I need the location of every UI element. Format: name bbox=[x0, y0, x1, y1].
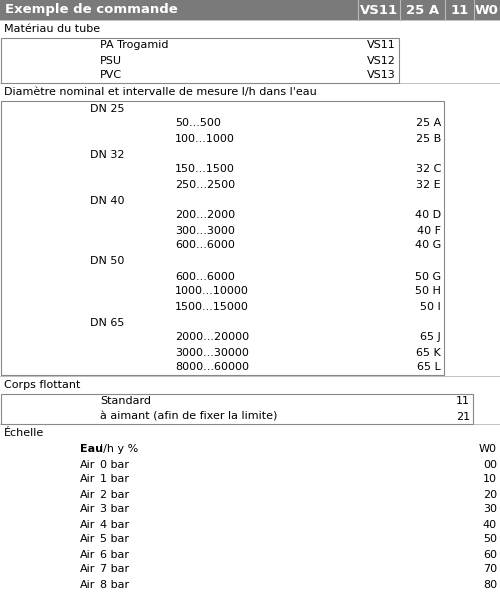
Text: 3000...30000: 3000...30000 bbox=[175, 348, 249, 358]
Text: DN 65: DN 65 bbox=[90, 317, 124, 328]
Text: 21: 21 bbox=[456, 412, 470, 421]
Text: 20: 20 bbox=[483, 489, 497, 500]
Text: 11: 11 bbox=[450, 4, 468, 16]
Text: 0 bar: 0 bar bbox=[100, 460, 129, 469]
Text: Air: Air bbox=[80, 505, 96, 514]
Text: Air: Air bbox=[80, 534, 96, 545]
Text: Air: Air bbox=[80, 474, 96, 485]
Text: Air: Air bbox=[80, 550, 96, 559]
Text: 32 E: 32 E bbox=[416, 179, 441, 190]
Text: DN 50: DN 50 bbox=[90, 257, 124, 266]
Text: 2000...20000: 2000...20000 bbox=[175, 333, 249, 342]
Text: 40 G: 40 G bbox=[415, 241, 441, 250]
Text: 1000...10000: 1000...10000 bbox=[175, 286, 249, 297]
Text: 8 bar: 8 bar bbox=[100, 579, 129, 590]
Text: 300...3000: 300...3000 bbox=[175, 226, 235, 235]
Text: 30: 30 bbox=[483, 505, 497, 514]
Text: 40 F: 40 F bbox=[417, 226, 441, 235]
Bar bbox=[1, 394, 473, 424]
Text: 5 bar: 5 bar bbox=[100, 534, 129, 545]
Text: à aimant (afin de fixer la limite): à aimant (afin de fixer la limite) bbox=[100, 412, 278, 421]
Text: 65 J: 65 J bbox=[420, 333, 441, 342]
Text: 25 B: 25 B bbox=[416, 134, 441, 143]
Text: W0: W0 bbox=[475, 4, 499, 16]
Text: PSU: PSU bbox=[100, 55, 122, 66]
Text: 80: 80 bbox=[483, 579, 497, 590]
Text: Standard: Standard bbox=[100, 396, 151, 407]
Text: l/h y %: l/h y % bbox=[100, 444, 138, 455]
Text: 50 I: 50 I bbox=[420, 302, 441, 311]
Text: 00: 00 bbox=[483, 460, 497, 469]
Text: DN 32: DN 32 bbox=[90, 150, 124, 159]
Bar bbox=[1, 38, 399, 83]
Text: Air: Air bbox=[80, 579, 96, 590]
Text: VS11: VS11 bbox=[367, 41, 396, 50]
Text: 50...500: 50...500 bbox=[175, 119, 221, 128]
Text: 1 bar: 1 bar bbox=[100, 474, 129, 485]
Text: 32 C: 32 C bbox=[416, 165, 441, 174]
Text: 250...2500: 250...2500 bbox=[175, 179, 235, 190]
Text: 65 L: 65 L bbox=[417, 362, 441, 373]
Text: 7 bar: 7 bar bbox=[100, 564, 129, 575]
Text: 60: 60 bbox=[483, 550, 497, 559]
Text: Exemple de commande: Exemple de commande bbox=[5, 4, 178, 16]
Text: 11: 11 bbox=[456, 396, 470, 407]
Text: W0: W0 bbox=[479, 444, 497, 455]
Text: 40 D: 40 D bbox=[415, 210, 441, 221]
Text: 2 bar: 2 bar bbox=[100, 489, 129, 500]
Text: 600...6000: 600...6000 bbox=[175, 272, 235, 282]
Text: 6 bar: 6 bar bbox=[100, 550, 129, 559]
Text: PA Trogamid: PA Trogamid bbox=[100, 41, 168, 50]
Text: DN 25: DN 25 bbox=[90, 103, 124, 114]
Text: 65 K: 65 K bbox=[416, 348, 441, 358]
Bar bbox=[0, 0, 500, 20]
Text: 50 G: 50 G bbox=[415, 272, 441, 282]
Text: 200...2000: 200...2000 bbox=[175, 210, 235, 221]
Text: Air: Air bbox=[80, 489, 96, 500]
Text: 150...1500: 150...1500 bbox=[175, 165, 235, 174]
Text: 3 bar: 3 bar bbox=[100, 505, 129, 514]
Text: Air: Air bbox=[80, 460, 96, 469]
Text: 10: 10 bbox=[483, 474, 497, 485]
Text: VS13: VS13 bbox=[367, 71, 396, 80]
Text: Corps flottant: Corps flottant bbox=[4, 380, 80, 390]
Text: Échelle: Échelle bbox=[4, 428, 44, 438]
Text: Matériau du tube: Matériau du tube bbox=[4, 24, 100, 34]
Text: Diamètre nominal et intervalle de mesure l/h dans l'eau: Diamètre nominal et intervalle de mesure… bbox=[4, 87, 317, 97]
Text: 50: 50 bbox=[483, 534, 497, 545]
Text: 1500...15000: 1500...15000 bbox=[175, 302, 249, 311]
Text: VS11: VS11 bbox=[360, 4, 398, 16]
Text: 25 A: 25 A bbox=[406, 4, 439, 16]
Text: 40: 40 bbox=[483, 519, 497, 530]
Bar bbox=[1, 101, 444, 375]
Text: VS12: VS12 bbox=[367, 55, 396, 66]
Text: Air: Air bbox=[80, 564, 96, 575]
Text: 600...6000: 600...6000 bbox=[175, 241, 235, 250]
Text: 4 bar: 4 bar bbox=[100, 519, 129, 530]
Text: PVC: PVC bbox=[100, 71, 122, 80]
Text: 70: 70 bbox=[483, 564, 497, 575]
Text: DN 40: DN 40 bbox=[90, 196, 124, 206]
Text: 25 A: 25 A bbox=[416, 119, 441, 128]
Text: 8000...60000: 8000...60000 bbox=[175, 362, 249, 373]
Text: 100...1000: 100...1000 bbox=[175, 134, 235, 143]
Text: Eau: Eau bbox=[80, 444, 103, 455]
Text: Air: Air bbox=[80, 519, 96, 530]
Text: 50 H: 50 H bbox=[415, 286, 441, 297]
